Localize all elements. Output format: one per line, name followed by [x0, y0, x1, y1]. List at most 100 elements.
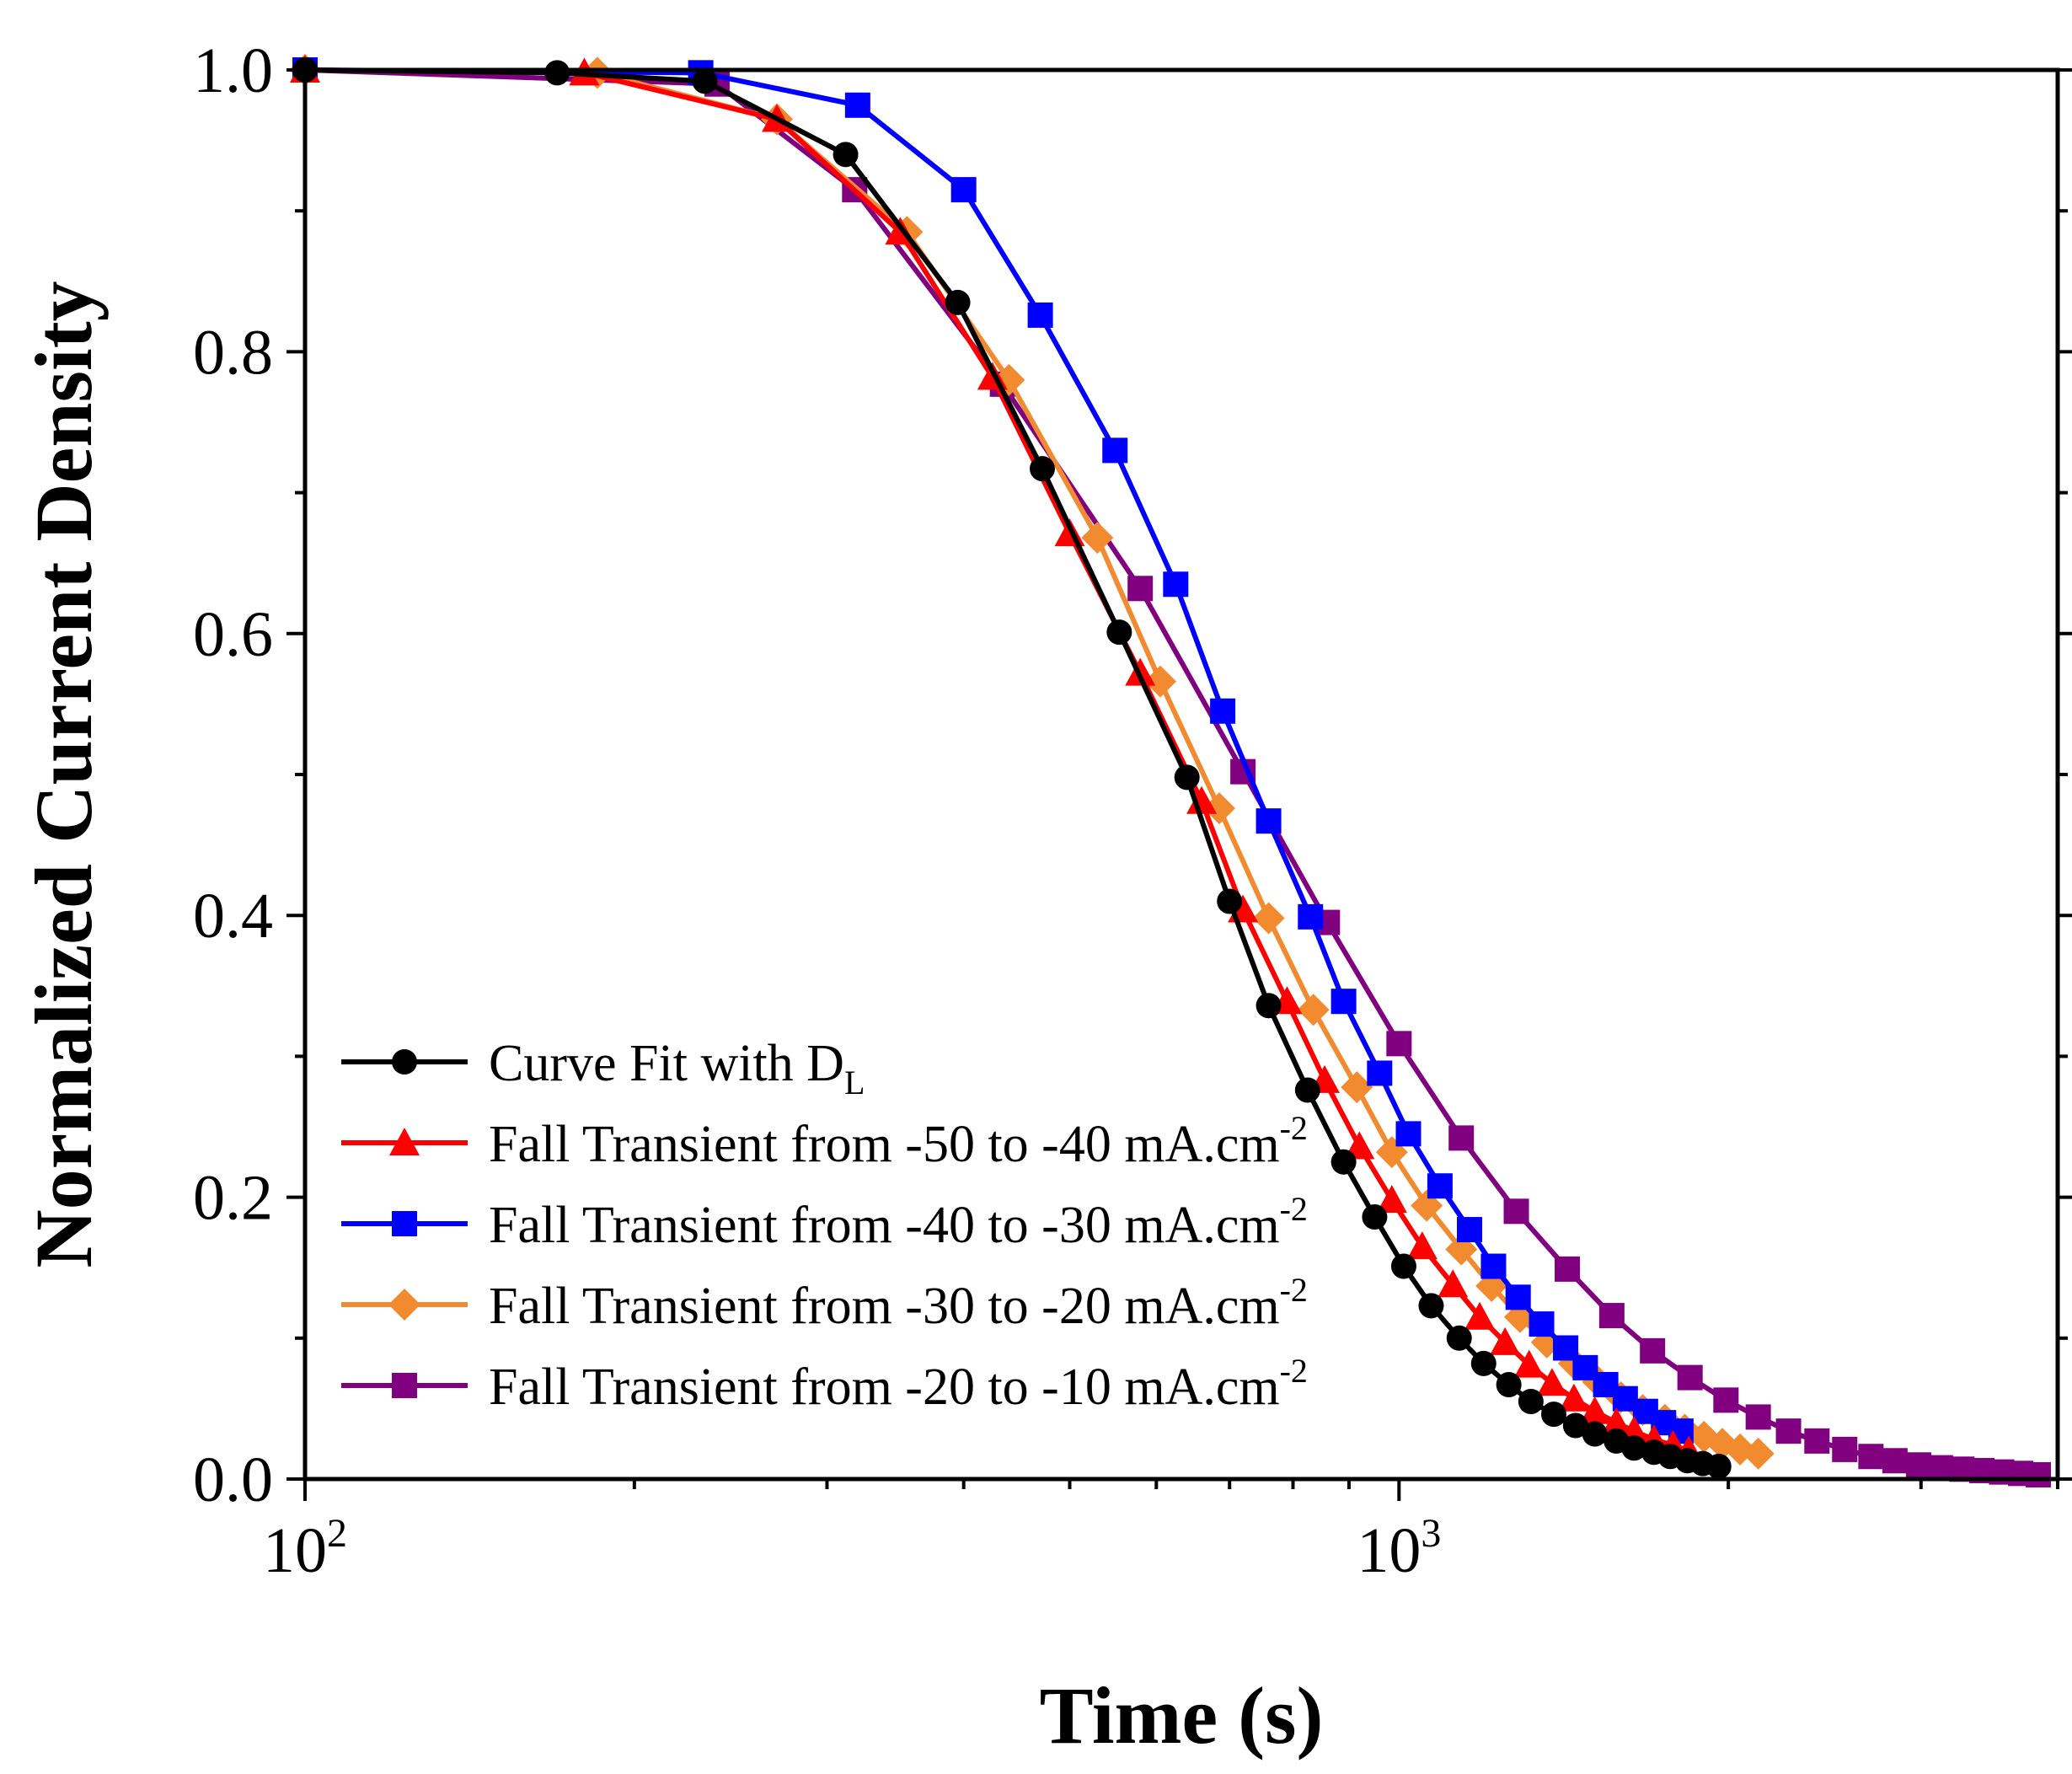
data-point [1217, 888, 1243, 914]
data-point [1621, 1435, 1647, 1461]
data-point [844, 92, 870, 118]
data-point [1905, 1452, 1931, 1478]
data-point [1536, 1368, 1567, 1396]
data-point [1882, 1448, 1908, 1474]
data-point [1490, 1326, 1521, 1355]
data-point [1555, 1256, 1581, 1282]
data-point [1163, 571, 1189, 598]
data-point [1362, 1204, 1388, 1230]
data-point [1804, 1428, 1830, 1454]
data-point [1294, 1077, 1320, 1103]
data-point [1470, 1350, 1496, 1376]
y-tick-label: 0.4 [193, 881, 273, 951]
data-point [1438, 1269, 1469, 1298]
data-point [1390, 1253, 1416, 1279]
legend-label-0: Curve Fit with DL [489, 1035, 865, 1101]
y-tick-label: 0.6 [193, 599, 273, 670]
data-point [950, 177, 977, 203]
data-point [692, 68, 718, 94]
data-point [1858, 1444, 1884, 1470]
data-point [1562, 1412, 1588, 1439]
data-point [2025, 1461, 2051, 1487]
data-point [1252, 902, 1285, 935]
ticks-layer: 0.0 0.2 0.4 0.6 0.8 1.0 102 103 [193, 35, 2072, 1586]
y-axis-title: Normalized Current Density [19, 281, 109, 1268]
data-point [1298, 903, 1324, 930]
data-point [1418, 1293, 1444, 1319]
data-point [1081, 522, 1114, 555]
data-point [1464, 1301, 1496, 1330]
data-point [1640, 1337, 1666, 1364]
legend: Curve Fit with DL Fall Transient from -50… [341, 1035, 1308, 1416]
data-point [1529, 1311, 1555, 1337]
data-point [1186, 785, 1218, 814]
data-point [1513, 1349, 1545, 1378]
data-point [1330, 1149, 1357, 1175]
series-0 [292, 57, 1732, 1479]
y-tick-label: 0.0 [193, 1444, 273, 1515]
data-point [1143, 665, 1176, 698]
legend-marker-2 [392, 1211, 417, 1236]
data-point [1582, 1421, 1608, 1447]
data-point [1505, 1284, 1531, 1310]
data-point [1330, 989, 1357, 1015]
series-layer [289, 54, 2051, 1487]
data-point [1832, 1436, 1858, 1462]
data-point [1027, 302, 1053, 328]
legend-label-2: Fall Transient from -40 to -30 mA.cm-2 [489, 1190, 1308, 1254]
legend-label-4: Fall Transient from -20 to -10 mA.cm-2 [489, 1352, 1308, 1416]
data-point [833, 142, 859, 168]
legend-marker-4 [392, 1373, 417, 1398]
legend-marker-3 [388, 1289, 420, 1321]
data-point [1376, 1184, 1407, 1213]
data-point [1601, 1407, 1632, 1436]
x-tick-label: 103 [1357, 1511, 1441, 1586]
legend-label-1: Fall Transient from -50 to -40 mA.cm-2 [489, 1109, 1308, 1173]
data-point [1344, 1131, 1375, 1160]
data-point [1558, 1383, 1589, 1412]
data-point [1713, 1387, 1739, 1413]
data-point [1341, 1071, 1373, 1104]
data-point [1256, 808, 1282, 834]
data-point [1210, 698, 1236, 724]
y-tick-label: 0.8 [193, 317, 273, 388]
data-point [1598, 1303, 1625, 1329]
data-point [1448, 1125, 1475, 1151]
data-point [945, 289, 971, 315]
data-point [1775, 1418, 1802, 1444]
data-point [1705, 1453, 1732, 1479]
y-tick-label: 0.2 [193, 1163, 273, 1234]
data-point [1427, 1173, 1453, 1199]
legend-label-3: Fall Transient from -30 to -20 mA.cm-2 [489, 1271, 1308, 1335]
data-point [1406, 1231, 1438, 1260]
x-axis-title: Time (s) [1040, 1670, 1324, 1761]
data-point [1579, 1396, 1610, 1424]
data-point [1106, 619, 1132, 646]
data-point [1297, 994, 1330, 1026]
data-point [1395, 1121, 1421, 1147]
data-point [1203, 792, 1236, 825]
data-point [1127, 576, 1154, 602]
data-point [1677, 1364, 1703, 1391]
data-point [1540, 1402, 1566, 1428]
data-point [1256, 993, 1282, 1019]
data-point [1927, 1455, 1953, 1481]
data-point [544, 60, 570, 86]
data-point [1174, 764, 1200, 791]
data-point [1367, 1060, 1393, 1086]
data-point [1446, 1325, 1472, 1351]
x-tick-label: 102 [263, 1511, 347, 1586]
data-point [1742, 1437, 1775, 1470]
data-point [1745, 1404, 1771, 1430]
data-point [1029, 456, 1055, 482]
y-tick-label: 1.0 [193, 35, 273, 106]
data-point [1518, 1389, 1544, 1415]
data-point [1496, 1371, 1522, 1397]
data-point [1480, 1253, 1507, 1279]
data-point [1503, 1198, 1529, 1225]
series-4 [292, 57, 2051, 1487]
legend-marker-1 [389, 1128, 420, 1155]
legend-marker-0 [392, 1049, 417, 1075]
data-point [1386, 1031, 1412, 1057]
